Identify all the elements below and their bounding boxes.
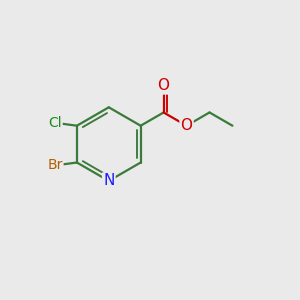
Text: O: O (181, 118, 193, 133)
Text: Br: Br (47, 158, 62, 172)
Text: O: O (158, 79, 169, 94)
Text: Cl: Cl (48, 116, 61, 130)
Text: N: N (103, 173, 115, 188)
